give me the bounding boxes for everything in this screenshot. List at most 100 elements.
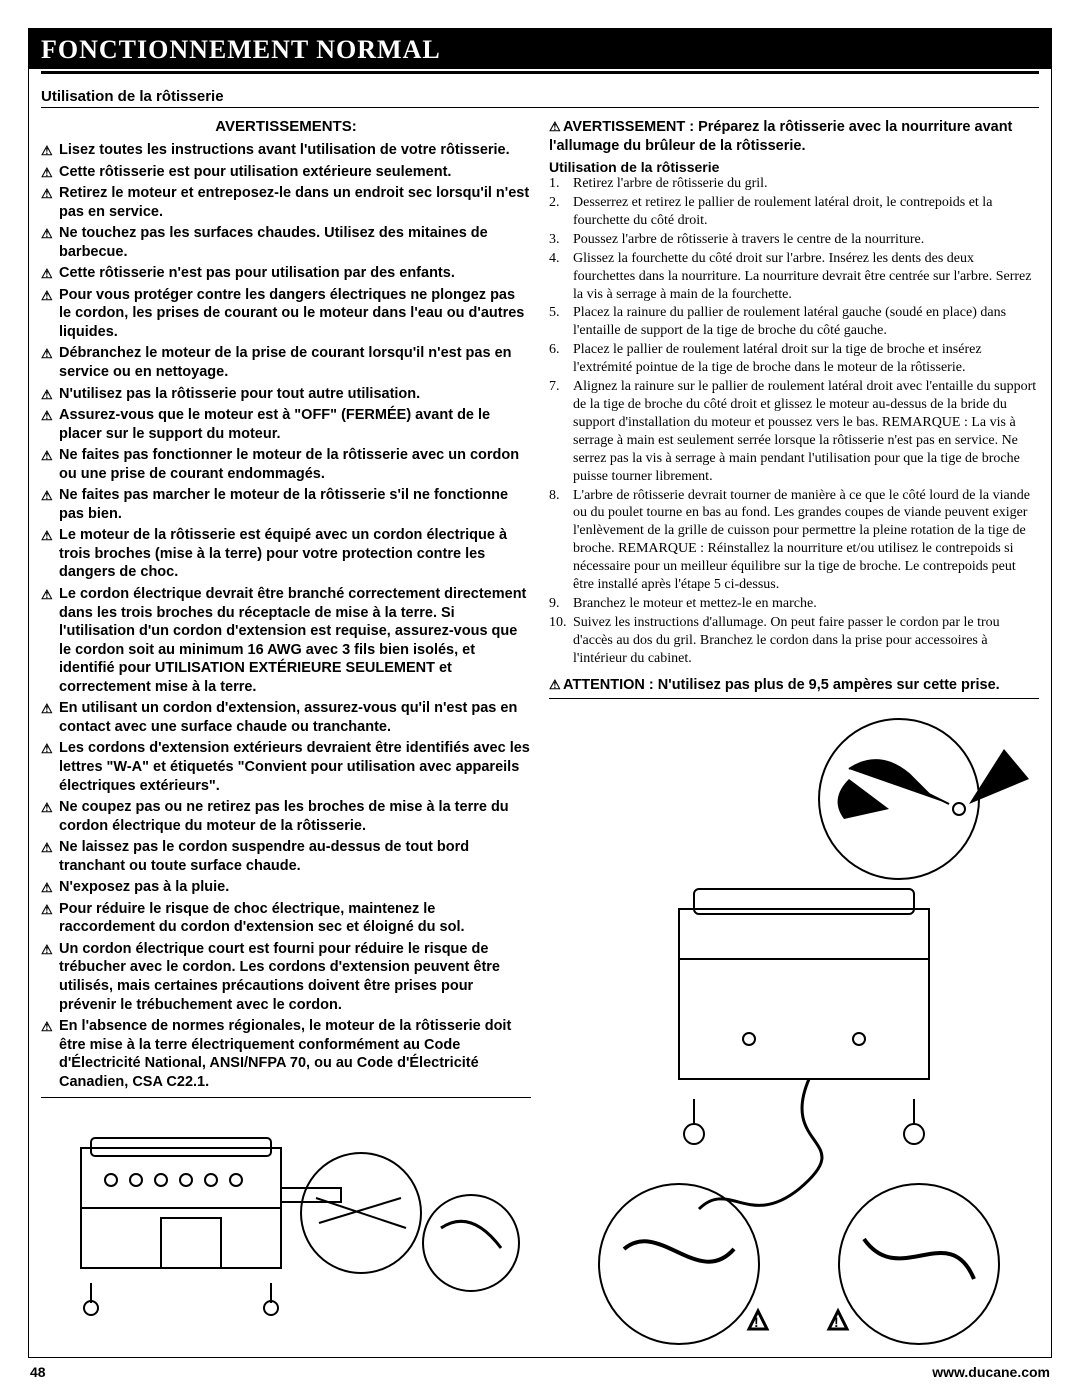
warning-icon: ⚠ <box>41 1017 59 1091</box>
warning-icon: ⚠ <box>41 940 59 1014</box>
step-item: 8.L'arbre de rôtisserie devrait tourner … <box>549 487 1039 594</box>
step-item: 2.Desserrez et retirez le pallier de rou… <box>549 194 1039 230</box>
content-area: Utilisation de la rôtisserie AVERTISSEME… <box>29 88 1051 1349</box>
step-number: 4. <box>549 250 573 304</box>
warning-icon: ⚠ <box>41 163 59 182</box>
page-title: FONCTIONNEMENT NORMAL <box>41 35 1039 65</box>
warning-icon: ⚠ <box>41 264 59 283</box>
warning-text: Le moteur de la rôtisserie est équipé av… <box>59 526 531 582</box>
left-bottom-rule <box>41 1097 531 1098</box>
warning-icon: ⚠ <box>41 486 59 523</box>
attention-block: ⚠ATTENTION : N'utilisez pas plus de 9,5 … <box>549 676 1039 700</box>
svg-text:!: ! <box>754 1314 759 1330</box>
step-number: 7. <box>549 378 573 485</box>
page-frame: FONCTIONNEMENT NORMAL Utilisation de la … <box>28 28 1052 1358</box>
step-number: 8. <box>549 487 573 594</box>
page-number: 48 <box>30 1364 46 1380</box>
warning-text: Assurez-vous que le moteur est à "OFF" (… <box>59 406 531 443</box>
warning-item: ⚠Ne laissez pas le cordon suspendre au-d… <box>41 838 531 875</box>
step-text: Placez le pallier de roulement latéral d… <box>573 341 1039 377</box>
warning-icon: ⚠ <box>41 141 59 160</box>
step-item: 6.Placez le pallier de roulement latéral… <box>549 341 1039 377</box>
warning-icon: ⚠ <box>41 585 59 696</box>
step-number: 10. <box>549 614 573 668</box>
warning-icon: ⚠ <box>41 699 59 736</box>
right-avertissement: ⚠AVERTISSEMENT : Préparez la rôtisserie … <box>549 118 1039 155</box>
left-column: AVERTISSEMENTS: ⚠Lisez toutes les instru… <box>41 118 531 1349</box>
warning-text: Ne laissez pas le cordon suspendre au-de… <box>59 838 531 875</box>
step-text: Glissez la fourchette du côté droit sur … <box>573 250 1039 304</box>
warnings-heading: AVERTISSEMENTS: <box>41 118 531 135</box>
warning-text: Pour vous protéger contre les dangers él… <box>59 286 531 342</box>
title-bar: FONCTIONNEMENT NORMAL <box>29 29 1051 69</box>
warning-item: ⚠Ne coupez pas ou ne retirez pas les bro… <box>41 798 531 835</box>
step-item: 5.Placez la rainure du pallier de roulem… <box>549 304 1039 340</box>
step-text: Suivez les instructions d'allumage. On p… <box>573 614 1039 668</box>
warning-item: ⚠Lisez toutes les instructions avant l'u… <box>41 141 531 160</box>
warning-text: En l'absence de normes régionales, le mo… <box>59 1017 531 1091</box>
warning-item: ⚠Assurez-vous que le moteur est à "OFF" … <box>41 406 531 443</box>
warning-item: ⚠Retirez le moteur et entreposez-le dans… <box>41 184 531 221</box>
warning-icon: ⚠ <box>41 798 59 835</box>
warning-item: ⚠Cette rôtisserie n'est pas pour utilisa… <box>41 264 531 283</box>
svg-text:!: ! <box>834 1314 839 1330</box>
warning-text: Ne faites pas marcher le moteur de la rô… <box>59 486 531 523</box>
step-item: 3.Poussez l'arbre de rôtisserie à traver… <box>549 231 1039 249</box>
warning-icon: ⚠ <box>41 446 59 483</box>
page-footer: 48 www.ducane.com <box>28 1364 1052 1380</box>
step-text: Placez la rainure du pallier de roulemen… <box>573 304 1039 340</box>
warning-item: ⚠Le cordon électrique devrait être branc… <box>41 585 531 696</box>
step-text: Alignez la rainure sur le pallier de rou… <box>573 378 1039 485</box>
footer-url: www.ducane.com <box>932 1364 1050 1380</box>
warning-item: ⚠N'exposez pas à la pluie. <box>41 878 531 897</box>
warning-icon: ⚠ <box>41 838 59 875</box>
warning-icon: ⚠ <box>41 286 59 342</box>
warning-text: Cette rôtisserie n'est pas pour utilisat… <box>59 264 531 283</box>
warning-icon: ⚠ <box>41 878 59 897</box>
warning-text: Ne faites pas fonctionner le moteur de l… <box>59 446 531 483</box>
step-number: 6. <box>549 341 573 377</box>
warning-icon: ⚠ <box>41 224 59 261</box>
warning-text: Un cordon électrique court est fourni po… <box>59 940 531 1014</box>
warning-text: Ne touchez pas les surfaces chaudes. Uti… <box>59 224 531 261</box>
step-number: 2. <box>549 194 573 230</box>
step-text: L'arbre de rôtisserie devrait tourner de… <box>573 487 1039 594</box>
warning-text: Les cordons d'extension extérieurs devra… <box>59 739 531 795</box>
warning-item: ⚠Un cordon électrique court est fourni p… <box>41 940 531 1014</box>
step-item: 7.Alignez la rainure sur le pallier de r… <box>549 378 1039 485</box>
step-item: 4.Glissez la fourchette du côté droit su… <box>549 250 1039 304</box>
step-text: Branchez le moteur et mettez-le en march… <box>573 595 1039 613</box>
warning-text: N'utilisez pas la rôtisserie pour tout a… <box>59 385 531 404</box>
step-number: 9. <box>549 595 573 613</box>
warnings-list: ⚠Lisez toutes les instructions avant l'u… <box>41 141 531 1091</box>
warning-item: ⚠En l'absence de normes régionales, le m… <box>41 1017 531 1091</box>
warning-item: ⚠Le moteur de la rôtisserie est équipé a… <box>41 526 531 582</box>
warning-item: ⚠Ne touchez pas les surfaces chaudes. Ut… <box>41 224 531 261</box>
title-underline <box>41 71 1039 74</box>
step-number: 5. <box>549 304 573 340</box>
right-column: ⚠AVERTISSEMENT : Préparez la rôtisserie … <box>549 118 1039 1349</box>
warning-item: ⚠Ne faites pas marcher le moteur de la r… <box>41 486 531 523</box>
warning-text: Ne coupez pas ou ne retirez pas les broc… <box>59 798 531 835</box>
warning-icon: ⚠ <box>41 344 59 381</box>
steps-list: 1.Retirez l'arbre de rôtisserie du gril.… <box>549 175 1039 667</box>
step-item: 9.Branchez le moteur et mettez-le en mar… <box>549 595 1039 613</box>
warning-text: Cette rôtisserie est pour utilisation ex… <box>59 163 531 182</box>
warning-text: Lisez toutes les instructions avant l'ut… <box>59 141 531 160</box>
warning-text: N'exposez pas à la pluie. <box>59 878 531 897</box>
step-item: 10.Suivez les instructions d'allumage. O… <box>549 614 1039 668</box>
warning-icon: ⚠ <box>41 184 59 221</box>
attention-text: ATTENTION : N'utilisez pas plus de 9,5 a… <box>563 677 1000 693</box>
warning-text: Pour réduire le risque de choc électriqu… <box>59 900 531 937</box>
warning-item: ⚠Les cordons d'extension extérieurs devr… <box>41 739 531 795</box>
warning-icon: ⚠ <box>41 739 59 795</box>
warning-item: ⚠En utilisant un cordon d'extension, ass… <box>41 699 531 736</box>
step-text: Poussez l'arbre de rôtisserie à travers … <box>573 231 1039 249</box>
warning-text: Le cordon électrique devrait être branch… <box>59 585 531 696</box>
right-subheading: Utilisation de la rôtisserie <box>549 159 1039 175</box>
warning-text: Retirez le moteur et entreposez-le dans … <box>59 184 531 221</box>
warning-item: ⚠Cette rôtisserie est pour utilisation e… <box>41 163 531 182</box>
warning-item: ⚠Pour vous protéger contre les dangers é… <box>41 286 531 342</box>
warning-text: En utilisant un cordon d'extension, assu… <box>59 699 531 736</box>
warning-text: Débranchez le moteur de la prise de cour… <box>59 344 531 381</box>
